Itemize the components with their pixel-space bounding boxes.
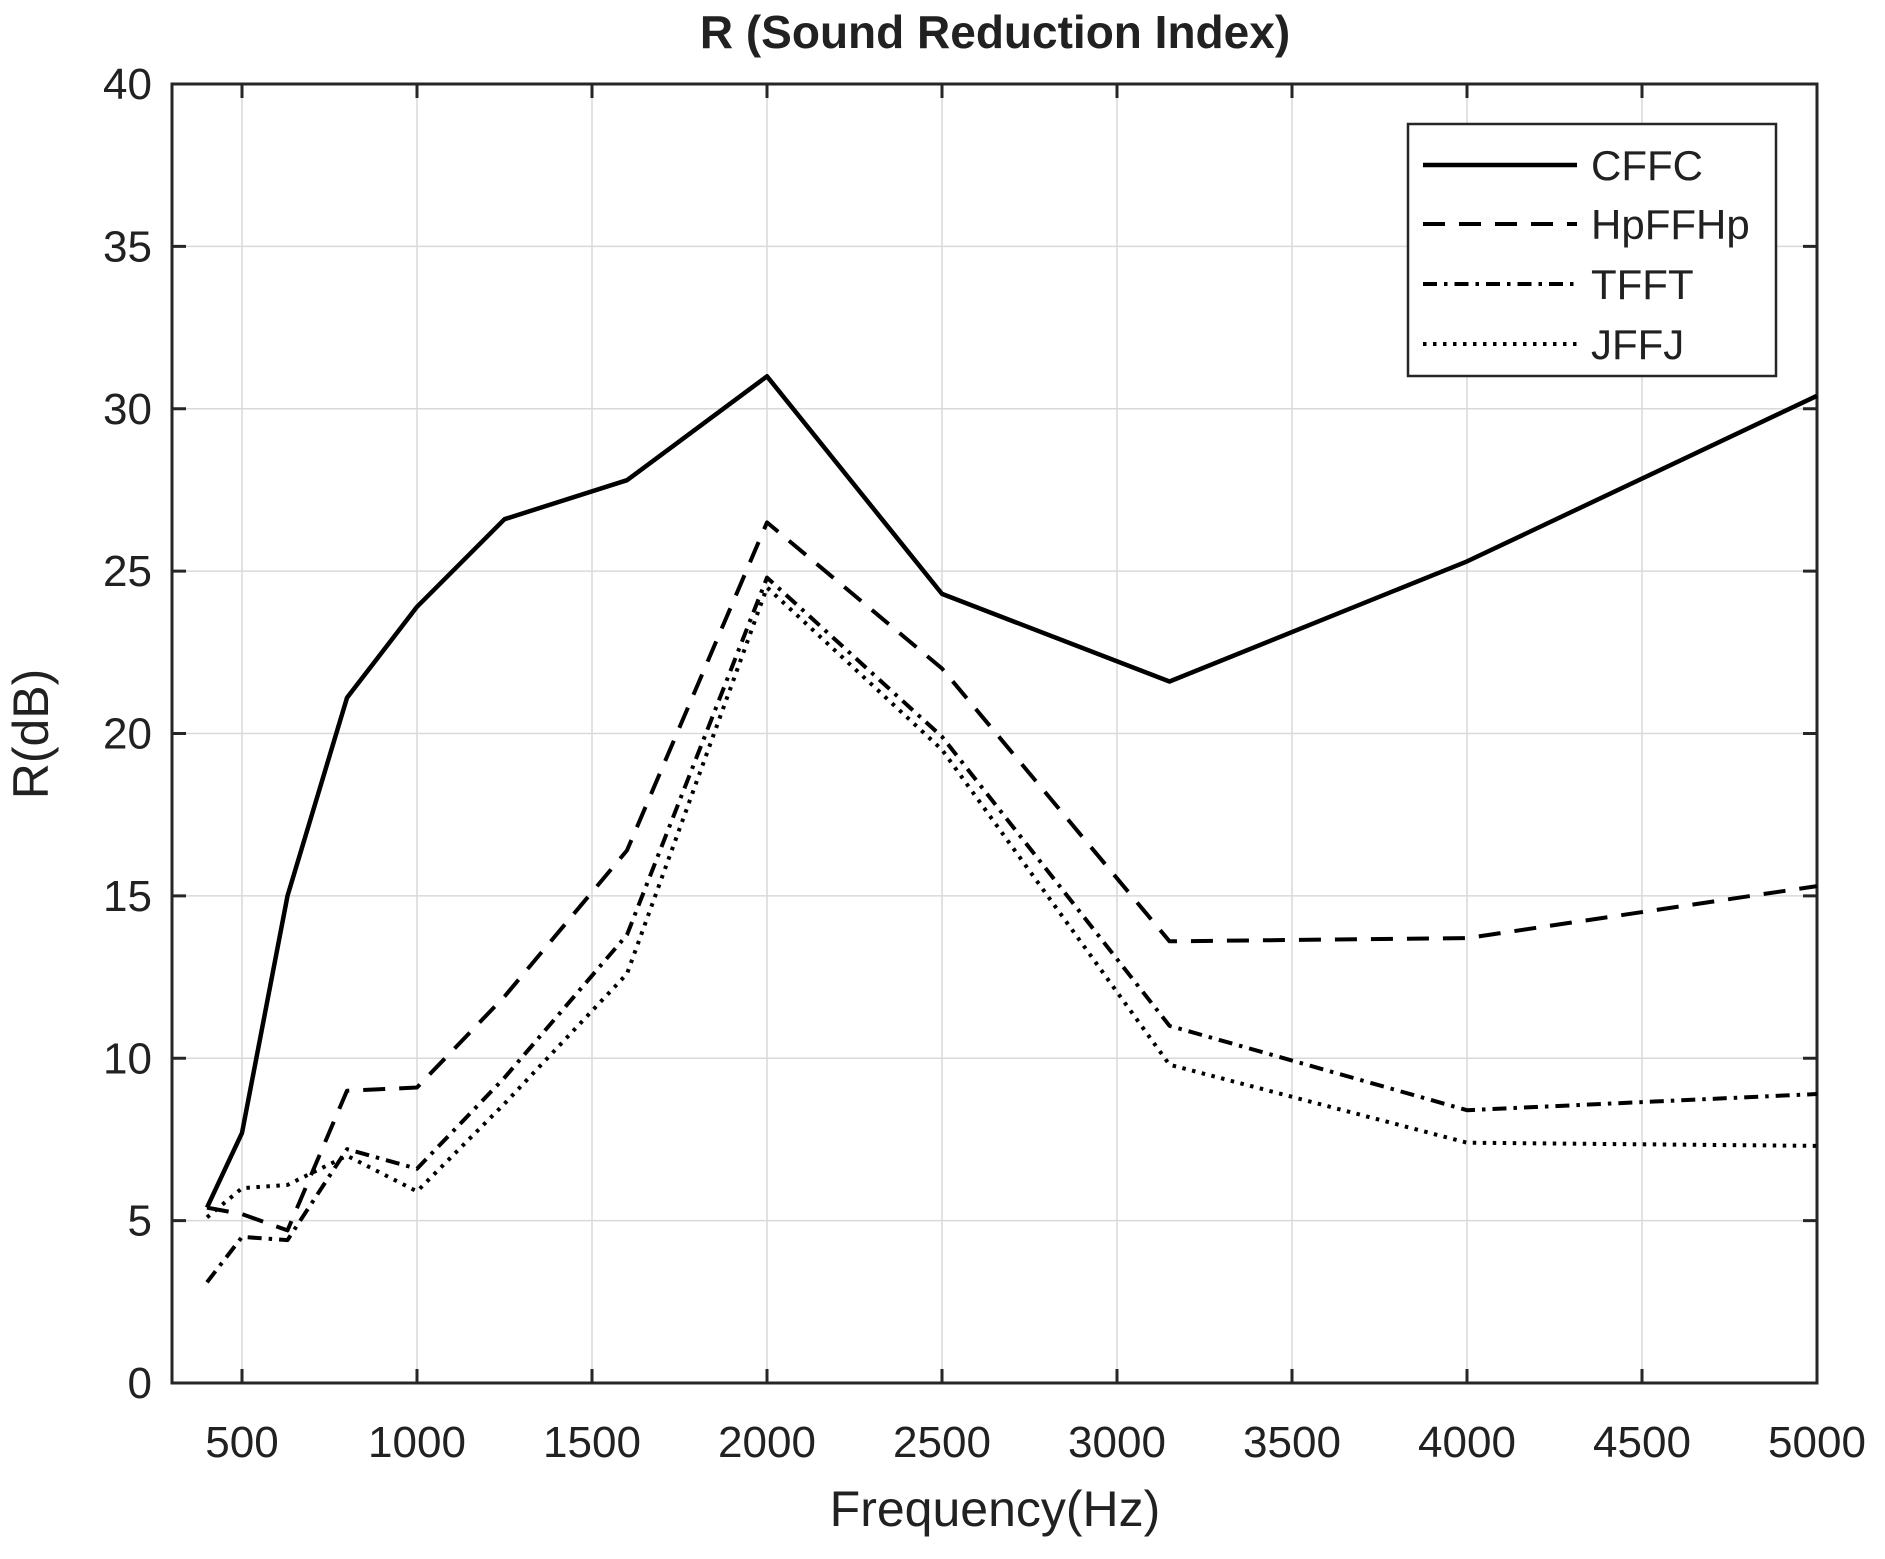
series-line-JFFJ (205, 585, 1818, 1219)
grid-lines (172, 84, 1817, 1383)
y-tick-label-25: 25 (103, 547, 152, 596)
x-tick-label-2000: 2000 (718, 1418, 816, 1467)
x-tick-label-4000: 4000 (1418, 1418, 1516, 1467)
tick-labels: 500 1000 1500 2000 2500 3000 3500 4000 4500 5000 0… (103, 60, 1866, 1467)
x-tick-label-3000: 3000 (1068, 1418, 1166, 1467)
series-line-TFFT (205, 575, 1818, 1284)
y-tick-label-15: 15 (103, 872, 152, 921)
x-tick-label-1000: 1000 (368, 1418, 466, 1467)
series-line-CFFC (204, 374, 1818, 1209)
y-tick-label-35: 35 (103, 222, 152, 271)
x-axis-label: Frequency(Hz) (830, 1481, 1161, 1537)
y-tick-label-0: 0 (128, 1359, 152, 1408)
x-tick-label-3500: 3500 (1243, 1418, 1341, 1467)
chart-title: R (Sound Reduction Index) (700, 6, 1290, 58)
x-tick-label-4500: 4500 (1593, 1418, 1691, 1467)
y-tick-label-30: 30 (103, 385, 152, 434)
x-tick-label-500: 500 (205, 1418, 278, 1467)
axis-ticks (172, 82, 1819, 1385)
y-tick-label-10: 10 (103, 1034, 152, 1083)
y-axis-label: R(dB) (3, 669, 59, 800)
y-tick-label-20: 20 (103, 710, 152, 759)
legend-label-JFFJ: JFFJ (1591, 321, 1684, 368)
data-series (204, 374, 1818, 1284)
y-tick-label-40: 40 (103, 60, 152, 109)
legend-label-TFFT: TFFT (1591, 261, 1694, 308)
legend-label-CFFC: CFFC (1591, 142, 1703, 189)
y-tick-label-5: 5 (128, 1197, 152, 1246)
series-line-HpFFHp (206, 520, 1818, 1233)
x-tick-label-5000: 5000 (1768, 1418, 1866, 1467)
x-tick-label-2500: 2500 (893, 1418, 991, 1467)
x-tick-label-1500: 1500 (543, 1418, 641, 1467)
legend: CFFC HpFFHp TFFT JFFJ (1406, 122, 1778, 378)
legend-label-HpFFHp: HpFFHp (1591, 201, 1750, 248)
